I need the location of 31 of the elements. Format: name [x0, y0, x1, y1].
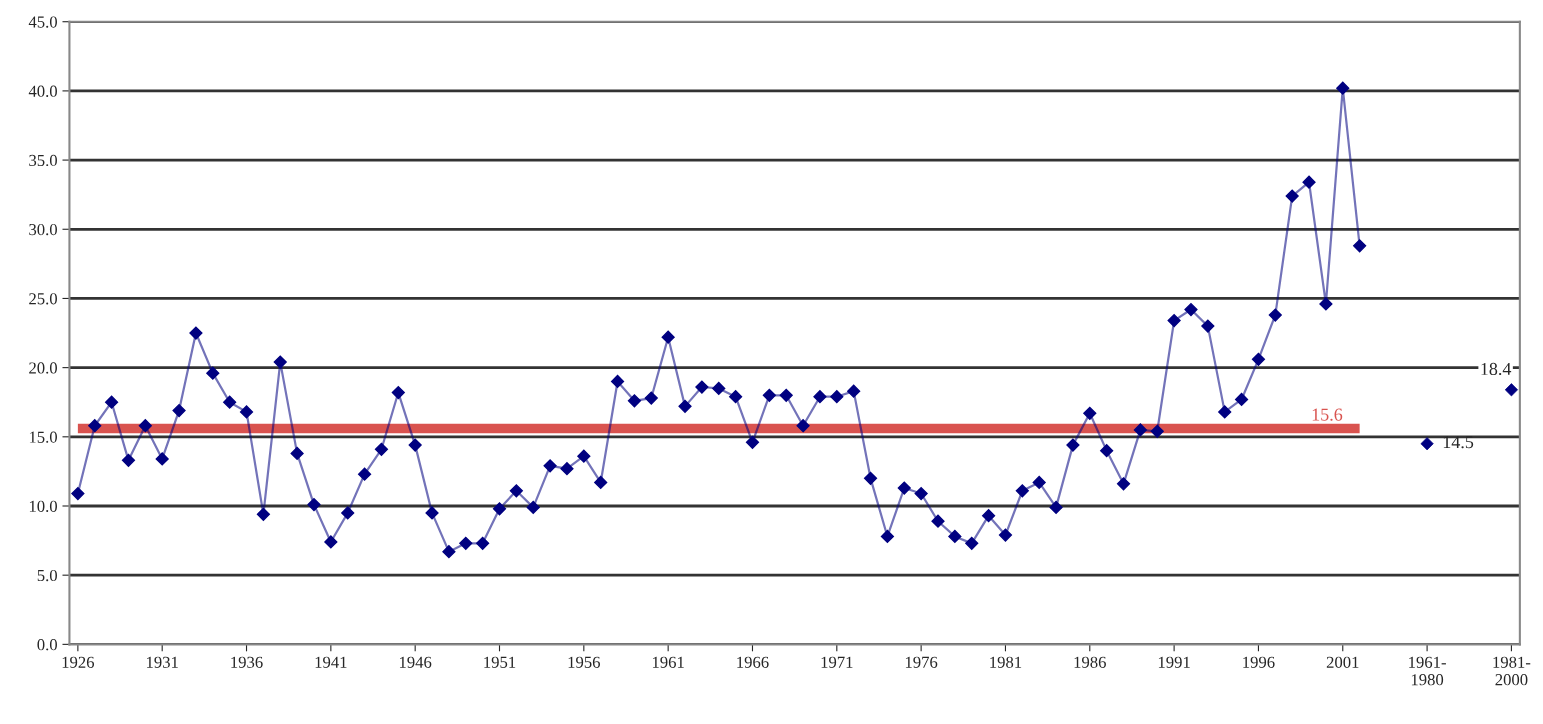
x-tick-label: 1926: [62, 656, 95, 668]
x-tick-label: 2001: [1326, 656, 1359, 668]
x-tick-label: 1951: [484, 656, 516, 668]
x-tick-label: 1976: [905, 656, 938, 668]
x-tick-label: 1986: [1074, 656, 1106, 668]
annotation: 14.5: [1443, 436, 1474, 449]
x-tick-label: 1956: [568, 656, 600, 668]
y-tick-label: 20.0: [29, 362, 57, 374]
x-tick-label: 1961: [652, 656, 684, 668]
y-tick-label: 25.0: [29, 293, 57, 305]
y-tick-label: 40.0: [28, 85, 57, 97]
x-tick-label: 1936: [231, 656, 263, 668]
y-tick-label: 10.0: [29, 500, 57, 513]
x-tick-label: 1981: [990, 656, 1022, 668]
x-tick-label: 1931: [146, 656, 178, 668]
x-tick-label: 1946: [399, 656, 432, 668]
x-tick-label: 1981- 2000: [1493, 656, 1531, 686]
y-tick-label: 30.0: [29, 223, 57, 236]
y-tick-label: 45.0: [28, 16, 57, 28]
x-tick-label: 1941: [315, 656, 347, 668]
y-tick-label: 15.0: [29, 431, 57, 443]
ref-line-label: 15.6: [1312, 408, 1343, 421]
annotation: 18.4: [1481, 362, 1512, 376]
x-tick-label: 1961- 1980: [1409, 656, 1446, 686]
y-tick-label: 0.0: [37, 639, 57, 651]
x-tick-label: 1991: [1158, 656, 1190, 668]
x-tick-label: 1996: [1243, 656, 1275, 668]
x-tick-label: 1971: [821, 656, 853, 668]
y-tick-label: 35.0: [29, 154, 57, 167]
x-tick-label: 1966: [737, 656, 769, 668]
y-tick-label: 5.0: [37, 569, 57, 582]
